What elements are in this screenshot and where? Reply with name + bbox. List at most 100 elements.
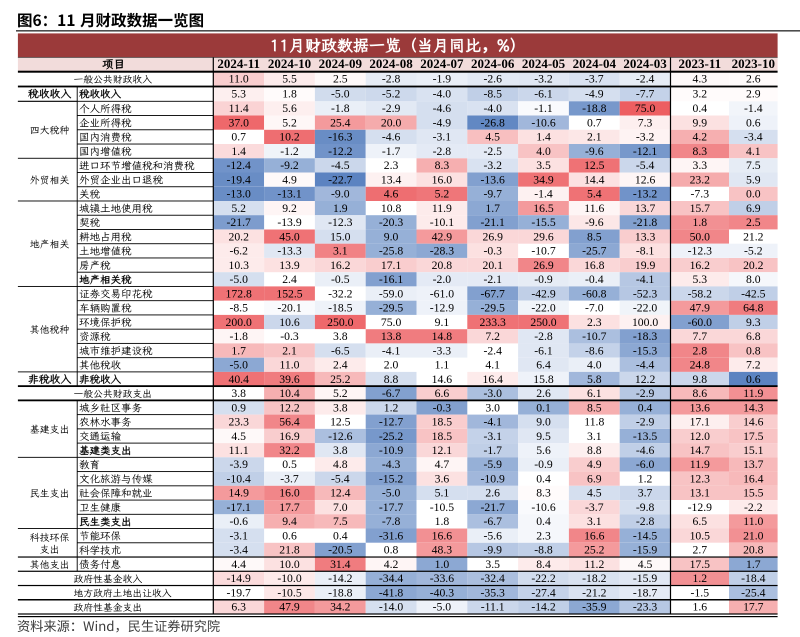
svg-text:3.1: 3.1: [587, 515, 602, 528]
svg-text:3.0: 3.0: [485, 401, 500, 414]
svg-text:-13.3: -13.3: [277, 245, 302, 258]
svg-text:-22.7: -22.7: [328, 173, 353, 186]
svg-text:5.2: 5.2: [231, 202, 246, 215]
svg-text:-2.4: -2.4: [483, 344, 502, 357]
svg-text:47.9: 47.9: [690, 302, 711, 315]
svg-text:1.9: 1.9: [333, 202, 348, 215]
svg-text:-9.9: -9.9: [483, 544, 502, 557]
svg-text:-3.7: -3.7: [585, 501, 604, 514]
svg-text:8.0: 8.0: [746, 273, 761, 286]
svg-text:6.8: 6.8: [746, 330, 761, 343]
svg-text:2.4: 2.4: [282, 273, 297, 286]
svg-text:-13.5: -13.5: [633, 430, 658, 443]
svg-text:-35.3: -35.3: [481, 586, 506, 599]
svg-text:-29.5: -29.5: [481, 302, 506, 315]
svg-text:-21.1: -21.1: [481, 216, 506, 229]
svg-text:0.4: 0.4: [333, 529, 348, 542]
svg-text:-4.1: -4.1: [382, 344, 401, 357]
svg-text:4.2: 4.2: [384, 558, 399, 571]
svg-text:-20.3: -20.3: [379, 216, 404, 229]
svg-text:39.6: 39.6: [279, 373, 300, 386]
svg-text:-12.9: -12.9: [430, 302, 455, 315]
svg-text:-10.5: -10.5: [430, 501, 455, 514]
svg-text:-8.6: -8.6: [585, 344, 604, 357]
svg-text:7.5: 7.5: [333, 515, 348, 528]
svg-text:7.2: 7.2: [746, 359, 761, 372]
svg-text:16.5: 16.5: [533, 202, 554, 215]
svg-text:4.1: 4.1: [746, 145, 761, 158]
svg-text:11.1: 11.1: [229, 444, 249, 457]
svg-text:-19.4: -19.4: [227, 173, 252, 186]
svg-text:-14.0: -14.0: [379, 601, 404, 614]
svg-text:-1.2: -1.2: [280, 145, 299, 158]
svg-text:-8.1: -8.1: [636, 245, 655, 258]
svg-text:1.7: 1.7: [746, 558, 761, 571]
svg-text:17.1: 17.1: [381, 259, 402, 272]
svg-text:-15.5: -15.5: [531, 216, 556, 229]
svg-text:2023-10: 2023-10: [732, 56, 775, 71]
svg-text:64.8: 64.8: [743, 302, 764, 315]
svg-text:-14.5: -14.5: [633, 529, 658, 542]
svg-text:3.3: 3.3: [692, 159, 707, 172]
svg-text:11.6: 11.6: [584, 202, 604, 215]
svg-text:0.8: 0.8: [746, 344, 761, 357]
svg-text:20.2: 20.2: [743, 259, 764, 272]
svg-text:-2.9: -2.9: [382, 102, 401, 115]
svg-text:-14.2: -14.2: [328, 572, 353, 585]
svg-text:6.9: 6.9: [746, 202, 761, 215]
svg-text:2023-11: 2023-11: [678, 56, 721, 71]
svg-text:-6.7: -6.7: [483, 515, 502, 528]
svg-text:40.4: 40.4: [228, 373, 249, 386]
svg-text:10.4: 10.4: [279, 387, 300, 400]
svg-text:7.5: 7.5: [746, 159, 761, 172]
svg-text:-8.5: -8.5: [229, 302, 248, 315]
svg-text:3.7: 3.7: [638, 487, 653, 500]
svg-text:-23.3: -23.3: [633, 601, 658, 614]
svg-text:200.0: 200.0: [226, 316, 252, 329]
svg-text:20.8: 20.8: [432, 259, 453, 272]
svg-text:14.8: 14.8: [432, 330, 453, 343]
svg-text:3.1: 3.1: [333, 245, 348, 258]
svg-text:-2.8: -2.8: [433, 145, 452, 158]
svg-text:10.8: 10.8: [381, 202, 402, 215]
svg-text:0.6: 0.6: [282, 529, 297, 542]
svg-text:-15.9: -15.9: [633, 572, 658, 585]
svg-text:3.2: 3.2: [692, 87, 707, 100]
svg-text:-5.2: -5.2: [382, 87, 401, 100]
svg-text:4.8: 4.8: [333, 458, 348, 471]
svg-text:1.8: 1.8: [435, 515, 450, 528]
svg-text:-3.4: -3.4: [229, 544, 248, 557]
svg-text:19.9: 19.9: [635, 259, 656, 272]
svg-text:4.5: 4.5: [638, 558, 653, 571]
svg-text:16.4: 16.4: [743, 473, 764, 486]
svg-text:0.6: 0.6: [746, 373, 761, 386]
svg-text:1.7: 1.7: [485, 202, 500, 215]
svg-text:5.8: 5.8: [587, 373, 602, 386]
svg-text:50.0: 50.0: [690, 230, 711, 243]
svg-text:29.6: 29.6: [533, 230, 554, 243]
svg-text:-33.6: -33.6: [430, 572, 455, 585]
svg-text:-29.5: -29.5: [379, 302, 404, 315]
svg-text:-4.1: -4.1: [483, 416, 502, 429]
svg-text:-3.9: -3.9: [229, 458, 248, 471]
svg-text:75.0: 75.0: [635, 102, 656, 115]
svg-text:4.0: 4.0: [587, 359, 602, 372]
svg-text:11.4: 11.4: [229, 102, 249, 115]
svg-text:8.5: 8.5: [587, 230, 602, 243]
svg-text:-18.3: -18.3: [633, 330, 658, 343]
svg-text:-17.7: -17.7: [379, 501, 404, 514]
svg-text:-59.0: -59.0: [379, 287, 404, 300]
svg-text:12.3: 12.3: [690, 473, 711, 486]
svg-text:-9.2: -9.2: [280, 159, 299, 172]
svg-text:0.9: 0.9: [231, 401, 246, 414]
svg-text:12.0: 12.0: [690, 430, 711, 443]
svg-text:-12.9: -12.9: [688, 501, 713, 514]
svg-text:12.1: 12.1: [432, 444, 453, 457]
svg-text:-18.2: -18.2: [582, 572, 607, 585]
svg-text:-10.9: -10.9: [481, 473, 506, 486]
svg-text:-9.6: -9.6: [585, 145, 604, 158]
svg-text:-4.9: -4.9: [433, 116, 452, 129]
svg-text:-0.4: -0.4: [585, 273, 604, 286]
svg-text:2024-08: 2024-08: [369, 56, 413, 71]
svg-text:-42.5: -42.5: [741, 287, 766, 300]
